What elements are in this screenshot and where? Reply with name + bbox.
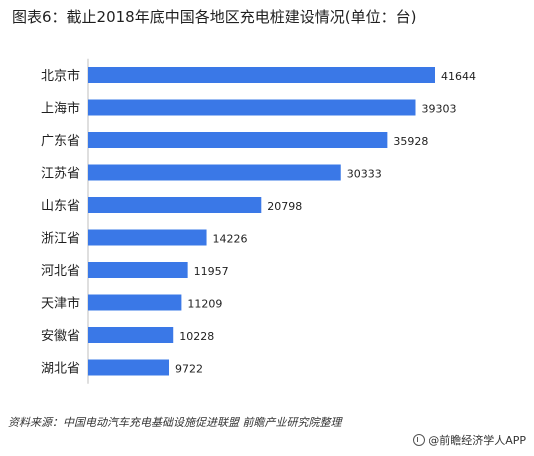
value-label-4: 30333 xyxy=(347,168,382,181)
value-label-10: 9722 xyxy=(175,363,203,376)
value-label-6: 14226 xyxy=(213,233,248,246)
bar-2 xyxy=(88,99,416,116)
bar-1 xyxy=(88,67,435,83)
category-label-9: 安徽省 xyxy=(41,329,80,344)
bar-chart: 北京市 41644 上海市 39303 广东省 35928 江苏省 30333 山东省 20798… xyxy=(41,58,476,384)
category-label-3: 广东省 xyxy=(41,134,80,149)
brand-label: @前瞻经济学人APP xyxy=(428,434,526,447)
category-label-2: 上海市 xyxy=(41,101,80,117)
value-label-8: 11209 xyxy=(187,298,222,311)
bar-10 xyxy=(88,359,170,376)
category-label-4: 江苏省 xyxy=(41,166,80,182)
value-label-9: 10228 xyxy=(179,330,214,343)
value-label-5: 20798 xyxy=(267,200,302,213)
category-label-8: 天津市 xyxy=(41,296,80,312)
category-label-7: 河北省 xyxy=(41,264,80,279)
category-label-10: 湖北省 xyxy=(41,362,80,377)
bar-6 xyxy=(88,229,207,246)
value-label-2: 39303 xyxy=(421,103,456,116)
chart-title: 图表6：截止2018年底中国各地区充电桩建设情况(单位：台) xyxy=(12,8,417,26)
category-label-6: 浙江省 xyxy=(41,232,80,247)
bar-9 xyxy=(88,327,174,343)
value-label-1: 41644 xyxy=(441,70,476,83)
bar-5 xyxy=(88,197,262,213)
bar-4 xyxy=(88,164,341,181)
brand-logo-icon xyxy=(413,434,426,446)
bar-7 xyxy=(88,262,188,278)
footer: 资料来源：中国电动汽车充电基础设施促进联盟 前瞻产业研究院整理 @前瞻经济学人A… xyxy=(0,406,534,456)
category-label-1: 北京市 xyxy=(41,68,80,84)
value-label-3: 35928 xyxy=(393,135,428,148)
brand-credit: @前瞻经济学人APP xyxy=(413,432,526,448)
bar-3 xyxy=(88,132,388,148)
source-note: 资料来源：中国电动汽车充电基础设施促进联盟 前瞻产业研究院整理 xyxy=(8,416,342,429)
category-label-5: 山东省 xyxy=(41,199,80,214)
bar-8 xyxy=(88,294,182,311)
value-label-7: 11957 xyxy=(194,265,229,278)
